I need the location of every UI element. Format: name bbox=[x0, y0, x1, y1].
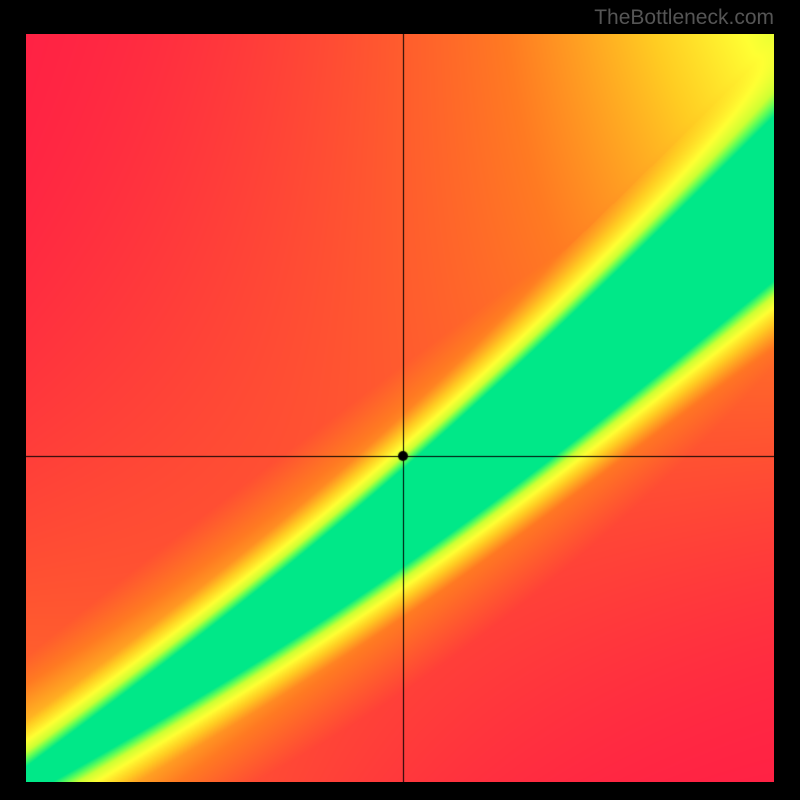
heatmap-container bbox=[26, 34, 774, 782]
watermark-text: TheBottleneck.com bbox=[594, 6, 774, 30]
bottleneck-heatmap bbox=[26, 34, 774, 782]
